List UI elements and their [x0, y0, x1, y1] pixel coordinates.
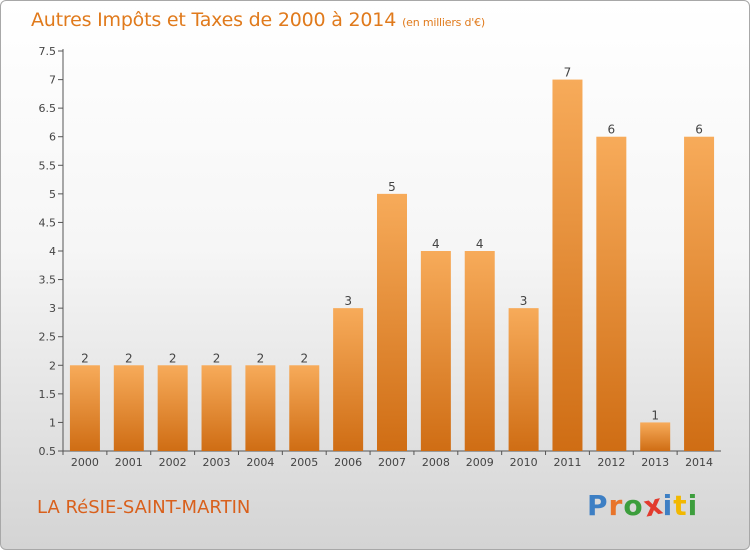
bar: [201, 365, 232, 451]
bar-value-label: 2: [300, 351, 308, 365]
bar-value-label: 5: [388, 180, 396, 194]
logo-letter: i: [662, 489, 674, 522]
bar-value-label: 2: [169, 351, 177, 365]
y-tick-label: 6: [49, 131, 56, 144]
x-tick-label: 2002: [159, 456, 187, 469]
bar: [289, 365, 320, 451]
title-text: Autres Impôts et Taxes de 2000 à 2014: [31, 9, 397, 31]
x-tick-label: 2013: [641, 456, 669, 469]
x-tick-label: 2010: [510, 456, 538, 469]
x-tick-label: 2011: [553, 456, 581, 469]
bar-value-label: 7: [564, 66, 572, 80]
x-tick-label: 2009: [466, 456, 494, 469]
logo-letter: o: [623, 489, 644, 522]
bar-value-label: 6: [608, 123, 616, 137]
bar-value-label: 3: [520, 294, 528, 308]
data-labels: 2 2 2 2 2 2 3 5 4 4 3 7 6 1 6: [81, 66, 703, 423]
x-tick-label: 2004: [246, 456, 274, 469]
bar-value-label: 2: [81, 351, 89, 365]
x-tick-label: 2012: [597, 456, 625, 469]
y-tick-label: 2: [49, 359, 56, 372]
bars: [69, 79, 715, 452]
y-tick-label: 5: [49, 188, 56, 201]
bar: [113, 365, 144, 451]
x-tick-label: 2003: [203, 456, 231, 469]
x-tick-label: 2001: [115, 456, 143, 469]
bar-value-label: 2: [213, 351, 221, 365]
y-tick-label: 7: [49, 74, 56, 87]
y-tick-label: 3.5: [39, 274, 57, 287]
bar: [508, 308, 539, 451]
bar-value-label: 3: [344, 294, 352, 308]
bar: [684, 136, 715, 451]
y-tick-label: 4.5: [39, 216, 57, 229]
bar-value-label: 2: [125, 351, 133, 365]
proxiti-logo[interactable]: Proxiti: [587, 487, 699, 523]
chart-title: Autres Impôts et Taxes de 2000 à 2014 (en…: [31, 9, 485, 31]
y-tick-label: 2.5: [39, 331, 57, 344]
logo-letter: P: [587, 489, 609, 522]
y-tick-label: 6.5: [39, 102, 57, 115]
x-tick-label: 2000: [71, 456, 99, 469]
logo-letter: r: [608, 489, 624, 522]
bar: [640, 422, 671, 451]
y-tick-label: 5.5: [39, 159, 57, 172]
logo-letter: t: [673, 489, 688, 522]
bar: [596, 136, 627, 451]
y-tick-label: 1.5: [39, 388, 57, 401]
bar: [245, 365, 276, 451]
x-tick-label: 2008: [422, 456, 450, 469]
x-tick-label: 2006: [334, 456, 362, 469]
bar: [157, 365, 188, 451]
bar: [333, 308, 364, 451]
bar: [69, 365, 100, 451]
bar: [377, 193, 407, 451]
y-tick-label: 0.5: [39, 445, 57, 458]
bar-value-label: 4: [476, 237, 484, 251]
x-tick-label: 2014: [685, 456, 713, 469]
bar-value-label: 1: [651, 408, 659, 422]
x-tick-label: 2005: [290, 456, 318, 469]
logo-letter: i: [687, 489, 699, 522]
y-tick-label: 4: [49, 245, 56, 258]
commune-name: LA RéSIE-SAINT-MARTIN: [37, 497, 251, 518]
bar: [464, 251, 495, 451]
bar-value-label: 4: [432, 237, 440, 251]
y-tick-label: 1: [49, 416, 56, 429]
unit-note: (en milliers d'€): [402, 16, 485, 29]
bar-value-label: 2: [257, 351, 265, 365]
bar-value-label: 6: [695, 123, 703, 137]
y-tick-label: 7.5: [39, 45, 57, 58]
y-tick-label: 3: [49, 302, 56, 315]
x-tick-label: 2007: [378, 456, 406, 469]
bar: [420, 251, 451, 451]
bar: [552, 79, 583, 452]
